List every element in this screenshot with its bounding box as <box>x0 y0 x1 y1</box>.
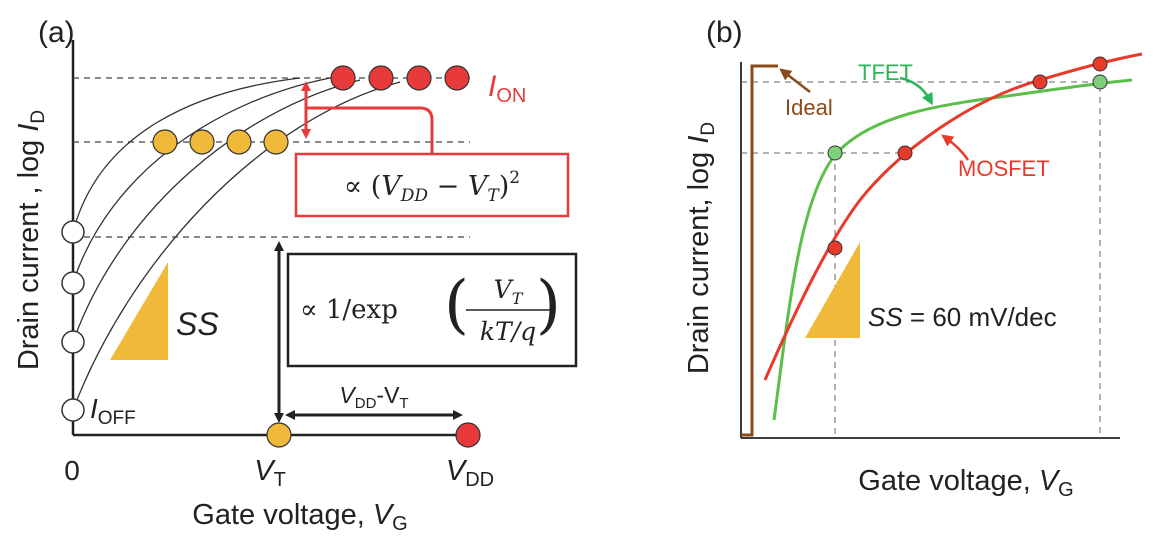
panel-a-mid-marker-1 <box>152 129 178 155</box>
panel-b-x-axis-label: Gate voltage, VG <box>858 465 1073 501</box>
panel-b-mosfet-marker-mid <box>897 145 913 161</box>
panel-a-ioff-marker-3 <box>61 330 85 354</box>
panel-a-off-paren-left: ( <box>444 268 469 342</box>
panel-b-label: (b) <box>706 16 743 49</box>
panel-b-tfet-marker-low <box>827 145 843 161</box>
panel-a-span-label: VDD-VT <box>339 382 408 412</box>
panel-a-curve-2 <box>72 77 331 284</box>
panel-a-ioff-marker-1 <box>61 220 85 244</box>
panel-b-mosfet-curve <box>763 52 1143 381</box>
panel-b-ideal-label: Ideal <box>785 95 833 120</box>
panel-a-on-formula-box <box>294 152 570 218</box>
panel-a-ioff-marker-2 <box>61 271 85 295</box>
panel-a-on-marker-3 <box>406 65 432 91</box>
panel-a-ion-label: ION <box>488 70 526 107</box>
panel-a-mid-marker-4 <box>263 129 289 155</box>
panel-a-label: (a) <box>38 16 75 49</box>
panel-b-ideal-curve <box>741 64 778 437</box>
panel-b-mosfet-arrow <box>941 134 970 161</box>
panel-a-mid-marker-2 <box>189 129 215 155</box>
panel-a-curve-3 <box>72 79 361 343</box>
panel-b-mosfet-marker-low <box>827 240 843 256</box>
panel-b-ss-triangle <box>805 242 860 338</box>
panel-a-on-marker-1 <box>330 65 356 91</box>
panel-a-on-connector <box>306 106 434 154</box>
panel-b-tfet-label: TFET <box>858 60 913 85</box>
panel-b-tfet-marker-high <box>1092 74 1108 90</box>
panel-a-off-formula-denominator: kT/q <box>480 317 536 346</box>
panel-b-mosfet-label: MOSFET <box>958 156 1050 181</box>
panel-a-vt-label: VT <box>254 455 286 491</box>
panel-a-ioff-marker-4 <box>61 398 85 422</box>
panel-b-ideal-arrow <box>779 68 811 93</box>
panel-a-ss-triangle <box>110 262 168 360</box>
panel-b: (b) Drain current, log ID Ideal TFET MOS… <box>683 16 1143 501</box>
panel-a-off-formula-numerator: VT <box>494 275 524 308</box>
panel-a: (a) Drain current , log ID ION <box>13 16 578 535</box>
panel-a-y-axis-label: Drain current , log ID <box>13 110 49 370</box>
panel-b-mosfet-marker-on <box>1032 74 1048 90</box>
panel-a-x-axis-label: Gate voltage, VG <box>192 499 407 535</box>
panel-a-origin-label: 0 <box>64 455 80 486</box>
panel-a-on-marker-2 <box>368 65 394 91</box>
panel-b-tfet-arrow <box>899 76 933 106</box>
panel-a-off-formula-prefix: ∝ 1/exp <box>300 295 398 325</box>
panel-a-curve-1 <box>72 77 301 233</box>
panel-a-curve-4 <box>72 81 401 411</box>
panel-a-vt-axis-marker <box>266 422 292 448</box>
panel-b-ss-label: SS = 60 mV/dec <box>868 302 1057 332</box>
panel-a-on-marker-4 <box>444 65 470 91</box>
panel-a-vdd-axis-marker <box>455 422 481 448</box>
panel-b-tfet-curve <box>772 78 1133 421</box>
panel-b-y-axis-label: Drain current, log ID <box>683 122 719 374</box>
panel-a-on-formula: ∝ (VDD − VT)2 <box>344 168 520 206</box>
panel-a-ss-label: SS <box>176 306 219 342</box>
panel-a-mid-marker-3 <box>226 129 252 155</box>
panel-a-off-paren-right: ) <box>536 268 561 342</box>
panel-a-vdd-label: VDD <box>446 455 494 491</box>
panel-b-mosfet-marker-high <box>1092 56 1108 72</box>
panel-a-ioff-label: IOFF <box>90 393 136 429</box>
